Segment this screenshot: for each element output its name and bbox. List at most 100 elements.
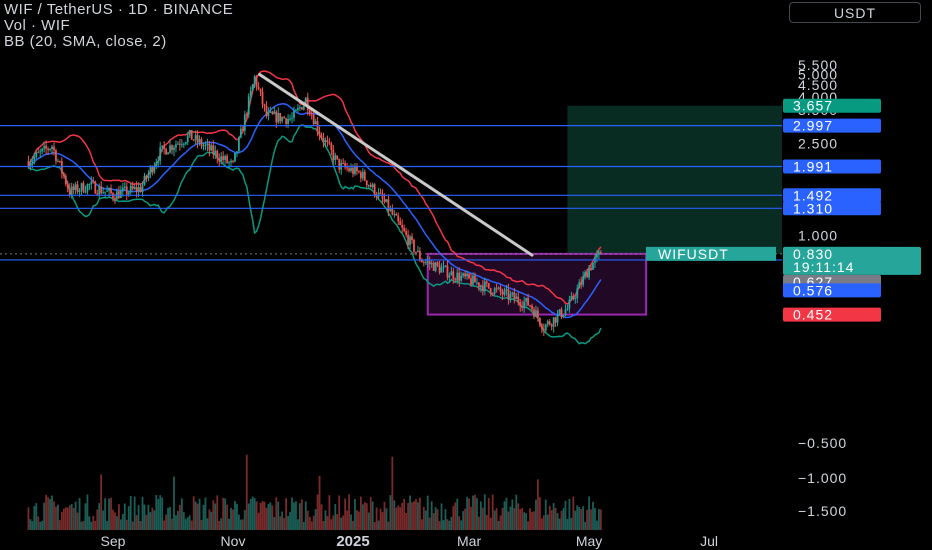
volume-bar bbox=[236, 503, 238, 530]
candle-body bbox=[395, 214, 398, 216]
volume-bar bbox=[391, 456, 394, 530]
symbol-title[interactable]: WIF / TetherUS · 1D · BINANCE bbox=[4, 1, 234, 18]
candle-body bbox=[529, 305, 531, 307]
volume-bar bbox=[598, 508, 600, 530]
candle-body bbox=[241, 128, 244, 131]
trend-line[interactable] bbox=[258, 73, 534, 257]
volume-bar bbox=[588, 496, 590, 530]
volume-bar bbox=[373, 521, 376, 530]
candle-body bbox=[491, 293, 494, 295]
candle-body bbox=[387, 199, 390, 211]
volume-legend[interactable]: Vol · WIF bbox=[4, 17, 71, 34]
volume-bar bbox=[212, 500, 215, 530]
volume-bar bbox=[316, 494, 319, 530]
volume-bar bbox=[444, 509, 447, 530]
volume-bar bbox=[49, 499, 51, 530]
volume-bar bbox=[586, 509, 588, 530]
volume-bar bbox=[550, 510, 553, 530]
candle-body bbox=[178, 143, 181, 145]
volume-bar bbox=[540, 518, 543, 530]
volume-bar bbox=[332, 515, 335, 530]
candle-body bbox=[578, 282, 581, 289]
candle-body bbox=[206, 143, 209, 145]
candle-body bbox=[216, 150, 219, 159]
volume-bar bbox=[198, 498, 201, 530]
volume-bar bbox=[363, 502, 366, 530]
volume-bar bbox=[478, 516, 480, 530]
volume-bar bbox=[51, 495, 53, 530]
candle-body bbox=[420, 259, 423, 263]
volume-bar bbox=[401, 502, 404, 530]
volume-bar bbox=[159, 495, 162, 530]
last-price-value: 0.830 bbox=[793, 246, 833, 262]
candle-body bbox=[208, 143, 211, 151]
volume-bar bbox=[483, 494, 486, 530]
volume-bar bbox=[594, 508, 596, 530]
volume-bar bbox=[564, 500, 567, 530]
candle-body bbox=[232, 160, 234, 162]
volume-bar bbox=[298, 503, 301, 530]
volume-bar bbox=[350, 514, 352, 530]
candle-body bbox=[413, 239, 415, 252]
candle-body bbox=[588, 267, 590, 278]
volume-bar bbox=[403, 498, 406, 530]
volume-bar bbox=[64, 507, 67, 530]
candle-body bbox=[245, 114, 248, 116]
volume-bar bbox=[88, 516, 91, 530]
candle-body bbox=[517, 296, 520, 303]
volume-bar bbox=[354, 499, 356, 530]
volume-bar bbox=[82, 520, 85, 530]
candle-body bbox=[568, 299, 571, 309]
volume-bar bbox=[33, 505, 36, 530]
symbol-label-text: WIFUSDT bbox=[658, 246, 729, 262]
candle-body bbox=[527, 297, 529, 306]
volume-bar bbox=[537, 479, 539, 530]
candle-body bbox=[511, 292, 514, 295]
volume-bar bbox=[314, 509, 317, 530]
volume-bar bbox=[216, 495, 219, 530]
candle-body bbox=[289, 118, 291, 120]
price-tag bbox=[783, 188, 881, 203]
candle-body bbox=[483, 281, 486, 292]
volume-bar bbox=[474, 494, 476, 530]
price-tag-label: 0.576 bbox=[793, 282, 833, 298]
volume-bar bbox=[462, 510, 465, 530]
volume-bar bbox=[241, 519, 244, 530]
volume-bar bbox=[188, 515, 191, 530]
volume-bar bbox=[129, 496, 132, 530]
candle-body bbox=[271, 111, 274, 115]
volume-bar bbox=[395, 507, 398, 530]
volume-bar bbox=[74, 501, 77, 530]
candle-body bbox=[41, 148, 44, 152]
candle-body bbox=[507, 289, 510, 299]
candle-body bbox=[316, 121, 319, 132]
candle-body bbox=[139, 187, 142, 192]
volume-bar bbox=[570, 517, 573, 530]
candle-body bbox=[98, 186, 101, 195]
volume-bar bbox=[432, 513, 435, 530]
volume-bar bbox=[173, 476, 175, 530]
currency-button[interactable]: USDT bbox=[789, 2, 921, 23]
range-box[interactable] bbox=[426, 252, 648, 316]
volume-bar bbox=[448, 520, 451, 530]
candle-body bbox=[251, 84, 254, 91]
candle-body bbox=[204, 144, 207, 146]
candle-body bbox=[96, 193, 99, 195]
volume-bar bbox=[43, 502, 46, 530]
bb-legend[interactable]: BB (20, SMA, close, 2) bbox=[4, 33, 167, 50]
time-axis[interactable]: Sep Nov 2025 Mar May Jul bbox=[101, 533, 718, 550]
volume-bar bbox=[29, 519, 32, 530]
volume-bar bbox=[369, 497, 372, 530]
volume-bar bbox=[454, 502, 457, 530]
target-zone[interactable] bbox=[567, 105, 782, 254]
candle-body bbox=[202, 145, 205, 147]
candle-body bbox=[538, 317, 541, 325]
candle-body bbox=[114, 198, 116, 200]
candle-body bbox=[450, 271, 453, 276]
volume-bar bbox=[285, 498, 288, 530]
volume-bar bbox=[247, 503, 250, 530]
chart-legend: WIF / TetherUS · 1D · BINANCE Vol · WIF … bbox=[4, 2, 233, 50]
volume-bar bbox=[175, 515, 177, 530]
candle-body bbox=[523, 301, 526, 308]
